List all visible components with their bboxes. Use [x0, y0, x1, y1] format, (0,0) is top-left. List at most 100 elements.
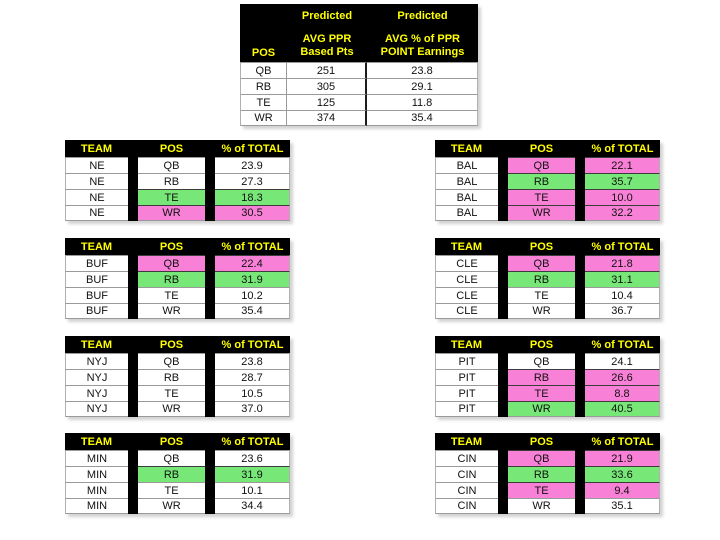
- col-header-team: TEAM: [80, 435, 113, 448]
- column-divider: [498, 353, 508, 369]
- column-divider: [575, 369, 585, 385]
- pos-cell: WR: [508, 205, 575, 221]
- pct-cell: 11.8: [367, 94, 478, 110]
- column-divider: [205, 287, 215, 303]
- summary-col-header-pts: Predicted AVG PPR Based Pts: [287, 4, 367, 62]
- pos-cell: TE: [138, 385, 205, 401]
- summary-header-row: POS Predicted AVG PPR Based Pts Predicte…: [240, 4, 478, 62]
- team-cell: CLE: [435, 255, 498, 271]
- pos-cell: QB: [508, 353, 575, 369]
- column-divider: [498, 369, 508, 385]
- column-divider: [205, 336, 215, 353]
- table-row: NYJ TE 10.5: [65, 385, 290, 401]
- column-divider: [575, 157, 585, 173]
- pct-cell: 22.4: [215, 255, 290, 271]
- table-header-row: TEAM POS % of TOTAL: [435, 140, 660, 157]
- column-divider: [498, 173, 508, 189]
- table-row: BUF RB 31.9: [65, 271, 290, 287]
- pos-cell: QB: [508, 450, 575, 466]
- summary-col-header-pos: POS: [251, 47, 276, 59]
- pos-cell: TE: [138, 482, 205, 498]
- pos-cell: WR: [240, 110, 287, 126]
- col-header-team: TEAM: [450, 338, 483, 351]
- column-divider: [575, 433, 585, 450]
- pct-cell: 10.1: [215, 482, 290, 498]
- team-cell: BUF: [65, 303, 128, 319]
- pct-cell: 35.4: [367, 110, 478, 126]
- pct-cell: 23.6: [215, 450, 290, 466]
- column-divider: [205, 450, 215, 466]
- table-header-row: TEAM POS % of TOTAL: [435, 238, 660, 255]
- pct-cell: 32.2: [585, 205, 660, 221]
- column-divider: [205, 173, 215, 189]
- pos-cell: RB: [508, 173, 575, 189]
- team-cell: BUF: [65, 255, 128, 271]
- column-divider: [575, 466, 585, 482]
- pos-cell: WR: [508, 401, 575, 417]
- table-row: NE TE 18.3: [65, 189, 290, 205]
- pct-cell: 37.0: [215, 401, 290, 417]
- header-bottom-label: AVG % of PPR POINT Earnings: [380, 33, 465, 58]
- col-header-pct: % of TOTAL: [221, 240, 284, 253]
- col-header-pct: % of TOTAL: [591, 240, 654, 253]
- column-divider: [205, 385, 215, 401]
- pos-cell: RB: [508, 369, 575, 385]
- column-divider: [498, 466, 508, 482]
- column-divider: [498, 433, 508, 450]
- column-divider: [128, 385, 138, 401]
- pct-cell: 35.1: [585, 498, 660, 514]
- column-divider: [498, 189, 508, 205]
- column-divider: [128, 466, 138, 482]
- table-row: BAL WR 32.2: [435, 205, 660, 221]
- pos-cell: QB: [508, 157, 575, 173]
- pos-cell: RB: [240, 78, 287, 94]
- team-cell: NE: [65, 189, 128, 205]
- column-divider: [128, 173, 138, 189]
- team-cell: CIN: [435, 498, 498, 514]
- table-row: NYJ QB 23.8: [65, 353, 290, 369]
- col-header-team: TEAM: [80, 240, 113, 253]
- column-divider: [575, 189, 585, 205]
- table-row: RB 305 29.1: [240, 78, 478, 94]
- table-row: TE 125 11.8: [240, 94, 478, 110]
- pct-cell: 8.8: [585, 385, 660, 401]
- table-row: CIN TE 9.4: [435, 482, 660, 498]
- pct-cell: 26.6: [585, 369, 660, 385]
- column-divider: [205, 401, 215, 417]
- table-row: BAL TE 10.0: [435, 189, 660, 205]
- pct-cell: 31.9: [215, 271, 290, 287]
- column-divider: [575, 450, 585, 466]
- pos-cell: TE: [240, 94, 287, 110]
- col-header-pos: POS: [529, 142, 554, 155]
- team-cell: CIN: [435, 450, 498, 466]
- pct-cell: 10.5: [215, 385, 290, 401]
- pos-cell: QB: [240, 62, 287, 78]
- column-divider: [205, 140, 215, 157]
- pct-cell: 35.7: [585, 173, 660, 189]
- table-row: PIT TE 8.8: [435, 385, 660, 401]
- table-row: MIN RB 31.9: [65, 466, 290, 482]
- pos-cell: QB: [508, 255, 575, 271]
- column-divider: [498, 498, 508, 514]
- pct-cell: 10.0: [585, 189, 660, 205]
- column-divider: [498, 205, 508, 221]
- pct-cell: 18.3: [215, 189, 290, 205]
- column-divider: [575, 287, 585, 303]
- table-header-row: TEAM POS % of TOTAL: [65, 336, 290, 353]
- pos-cell: TE: [508, 189, 575, 205]
- pts-cell: 305: [287, 78, 367, 94]
- team-cell: MIN: [65, 450, 128, 466]
- column-divider: [128, 255, 138, 271]
- column-divider: [205, 238, 215, 255]
- pct-cell: 27.3: [215, 173, 290, 189]
- team-table-pit: TEAM POS % of TOTAL PIT QB 24.1 PIT RB 2…: [435, 336, 660, 417]
- table-row: NE QB 23.9: [65, 157, 290, 173]
- column-divider: [575, 385, 585, 401]
- table-row: WR 374 35.4: [240, 110, 478, 126]
- pos-cell: QB: [138, 255, 205, 271]
- summary-table: POS Predicted AVG PPR Based Pts Predicte…: [240, 4, 478, 126]
- column-divider: [128, 157, 138, 173]
- table-row: BAL QB 22.1: [435, 157, 660, 173]
- column-divider: [498, 140, 508, 157]
- pct-cell: 30.5: [215, 205, 290, 221]
